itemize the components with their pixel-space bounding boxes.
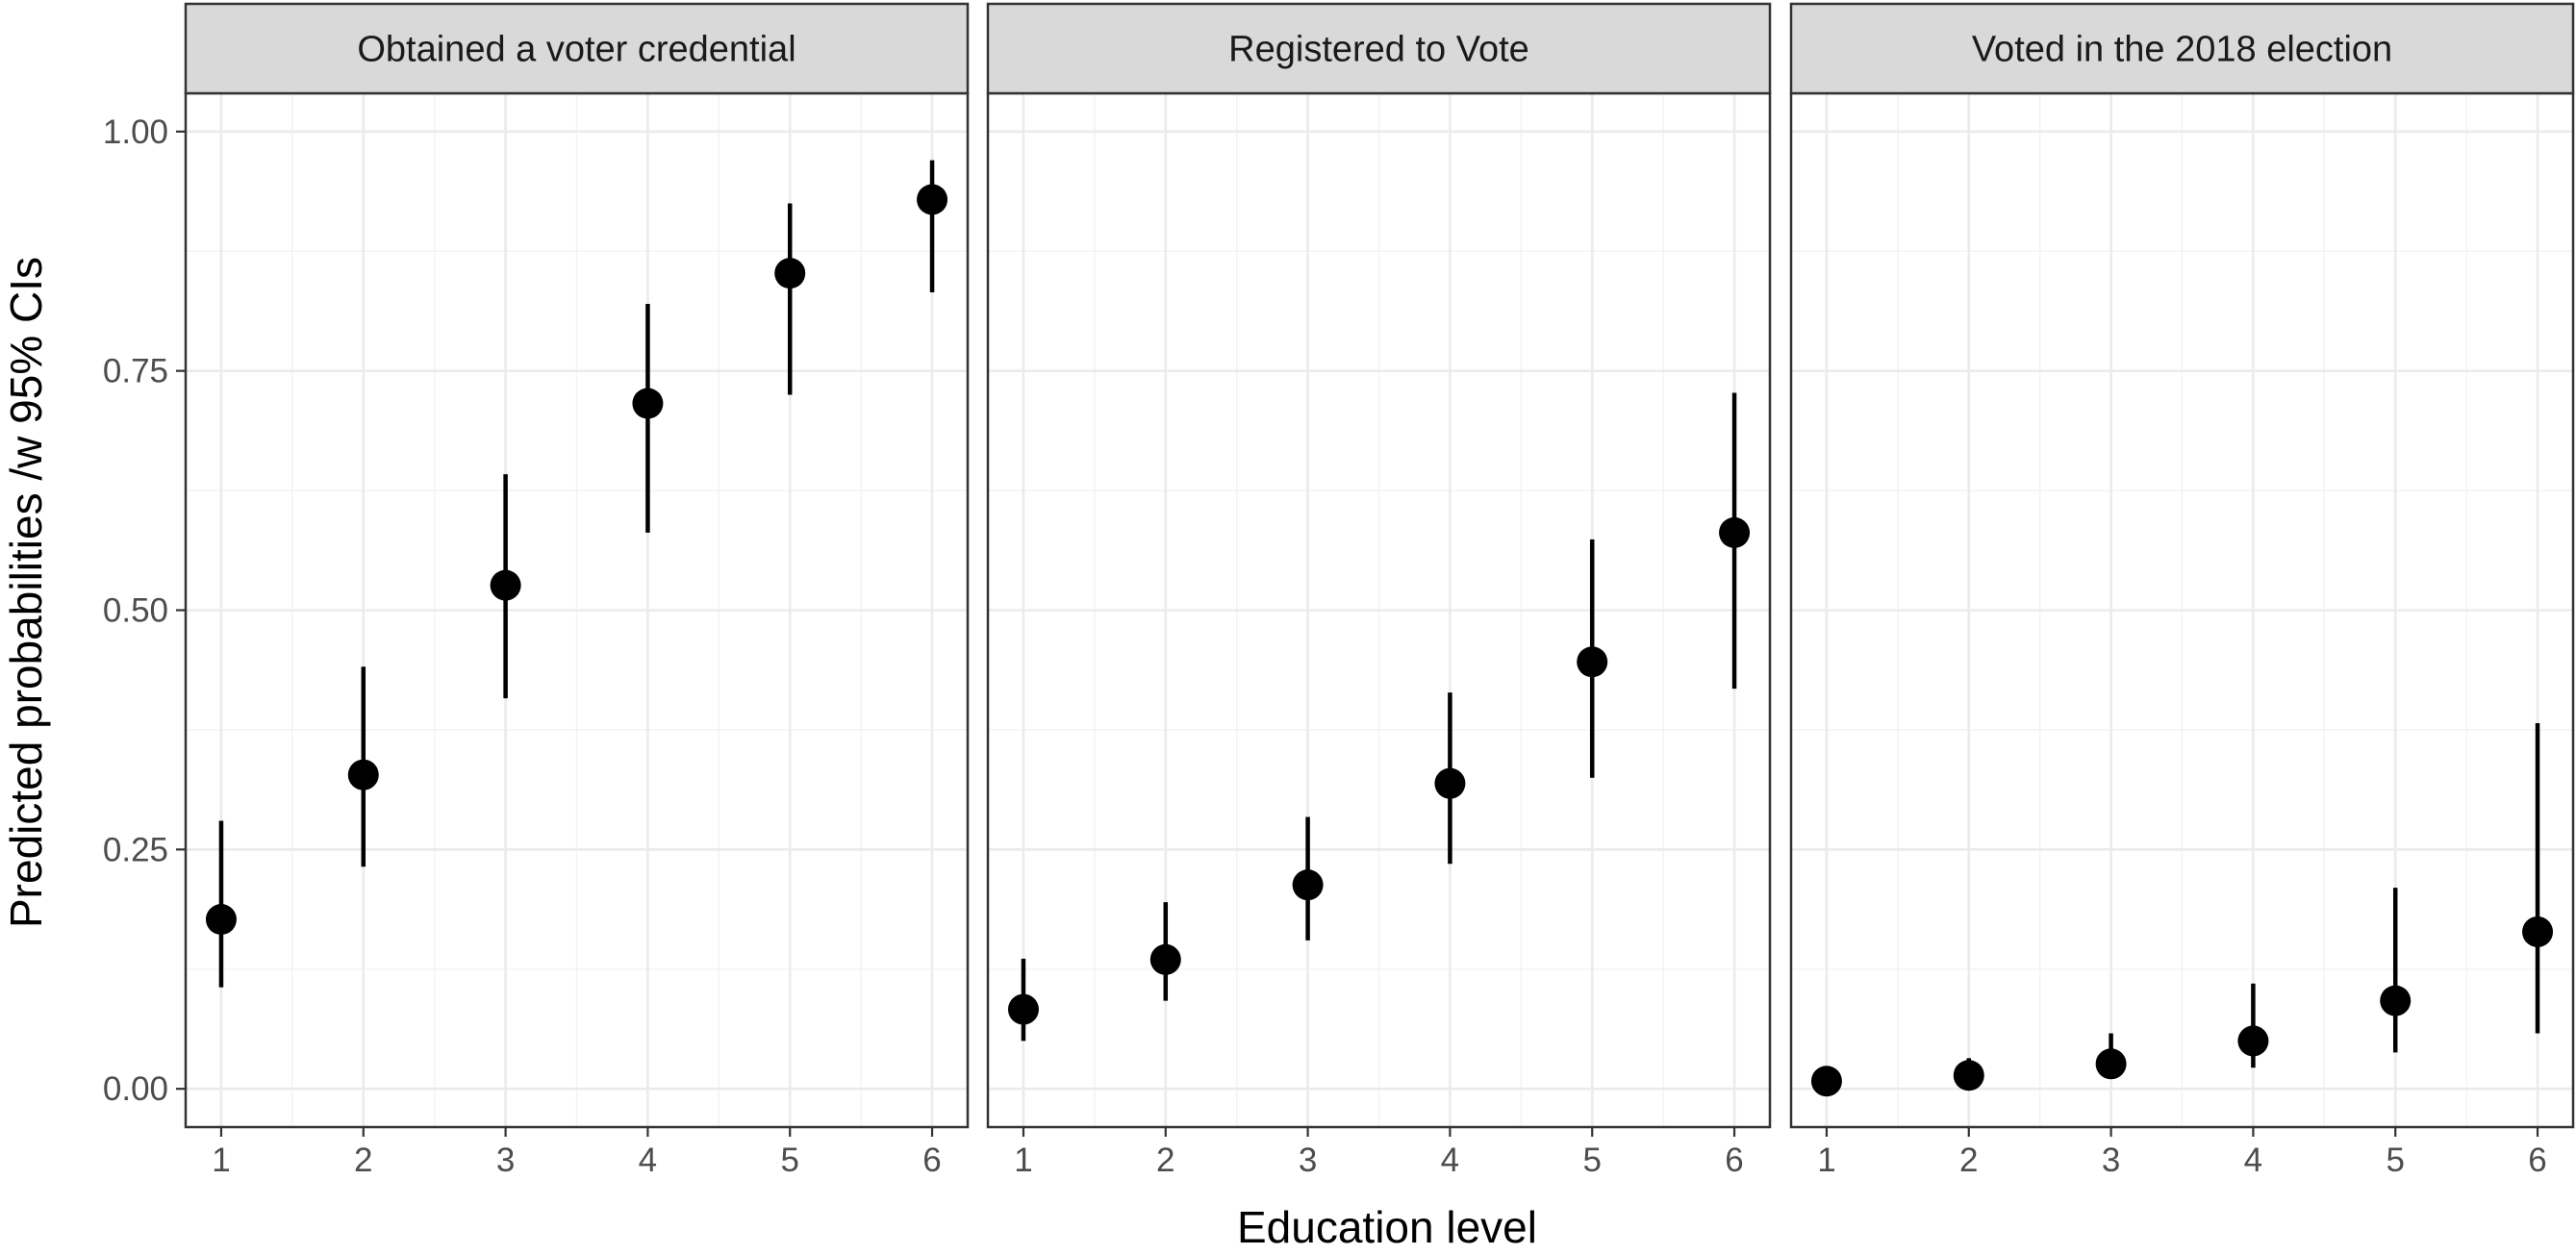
- x-tick-label: 2: [1959, 1142, 1978, 1179]
- x-tick-label: 4: [639, 1142, 657, 1179]
- facet-title: Obtained a voter credential: [357, 30, 796, 70]
- estimate-point: [917, 184, 948, 215]
- x-axis-title: Education level: [1237, 1202, 1537, 1252]
- x-tick-label: 4: [1441, 1142, 1459, 1179]
- x-tick-label: 6: [922, 1142, 941, 1179]
- estimate-point: [1434, 767, 1466, 799]
- y-tick-label: 1.00: [103, 113, 168, 151]
- x-tick-label: 1: [1014, 1142, 1032, 1179]
- estimate-point: [205, 904, 237, 936]
- estimate-point: [1149, 943, 1181, 975]
- estimate-point: [1577, 646, 1608, 678]
- facet-strip: [986, 2, 1772, 95]
- estimate-point: [774, 258, 806, 289]
- x-tick-label: 2: [1156, 1142, 1174, 1179]
- x-tick-label: 3: [496, 1142, 515, 1179]
- x-tick-label: 5: [2386, 1142, 2404, 1179]
- x-axis: 1 2 3 4 5 6: [1014, 1127, 1744, 1179]
- estimate-point: [2237, 1025, 2269, 1057]
- x-tick-label: 6: [2528, 1142, 2546, 1179]
- estimate-point: [347, 759, 379, 791]
- x-axis: 1 2 3 4 5 6: [1817, 1127, 2547, 1179]
- y-tick-label: 0.00: [103, 1070, 168, 1108]
- facet-title: Voted in the 2018 election: [1972, 30, 2392, 70]
- x-tick-label: 5: [780, 1142, 798, 1179]
- estimate-point: [1007, 993, 1039, 1025]
- x-tick-label: 1: [1817, 1142, 1835, 1179]
- y-axis: 0.00 0.25 0.50 0.75 1.00: [103, 113, 186, 1108]
- facet-strip: [184, 2, 970, 95]
- x-tick-label: 5: [1582, 1142, 1601, 1179]
- x-tick-label: 2: [354, 1142, 372, 1179]
- estimate-point: [1810, 1066, 1842, 1097]
- y-tick-label: 0.75: [103, 353, 168, 390]
- x-tick-label: 3: [2102, 1142, 2120, 1179]
- facet-title: Registered to Vote: [1228, 30, 1529, 70]
- facet-strip: [1789, 2, 2575, 95]
- estimate-point: [1292, 869, 1324, 901]
- y-axis-title: Predicted probabilities /w 95% CIs: [1, 257, 51, 928]
- x-tick-label: 4: [2244, 1142, 2262, 1179]
- facet-panels: Obtained a voter credential Registered to…: [184, 2, 2575, 1129]
- x-tick-label: 3: [1299, 1142, 1317, 1179]
- estimate-point: [2380, 985, 2412, 1017]
- estimate-point: [490, 569, 521, 601]
- x-axis: 1 2 3 4 5 6: [212, 1127, 942, 1179]
- estimate-point: [632, 388, 664, 419]
- x-axes: 1 2 3 4 5 6 1 2 3 4 5 6 1 2 3 4 5 6: [212, 1127, 2547, 1179]
- facet-panel: Registered to Vote: [986, 2, 1772, 1129]
- estimate-point: [1953, 1060, 1984, 1092]
- facet-panel: Obtained a voter credential: [184, 2, 970, 1129]
- facet-panel: Voted in the 2018 election: [1789, 2, 2575, 1129]
- x-tick-label: 6: [1725, 1142, 1743, 1179]
- estimate-point: [1719, 516, 1751, 548]
- estimate-point: [2095, 1048, 2127, 1080]
- y-tick-label: 0.50: [103, 592, 168, 630]
- x-tick-label: 1: [212, 1142, 230, 1179]
- estimate-point: [2522, 916, 2554, 947]
- y-tick-label: 0.25: [103, 831, 168, 868]
